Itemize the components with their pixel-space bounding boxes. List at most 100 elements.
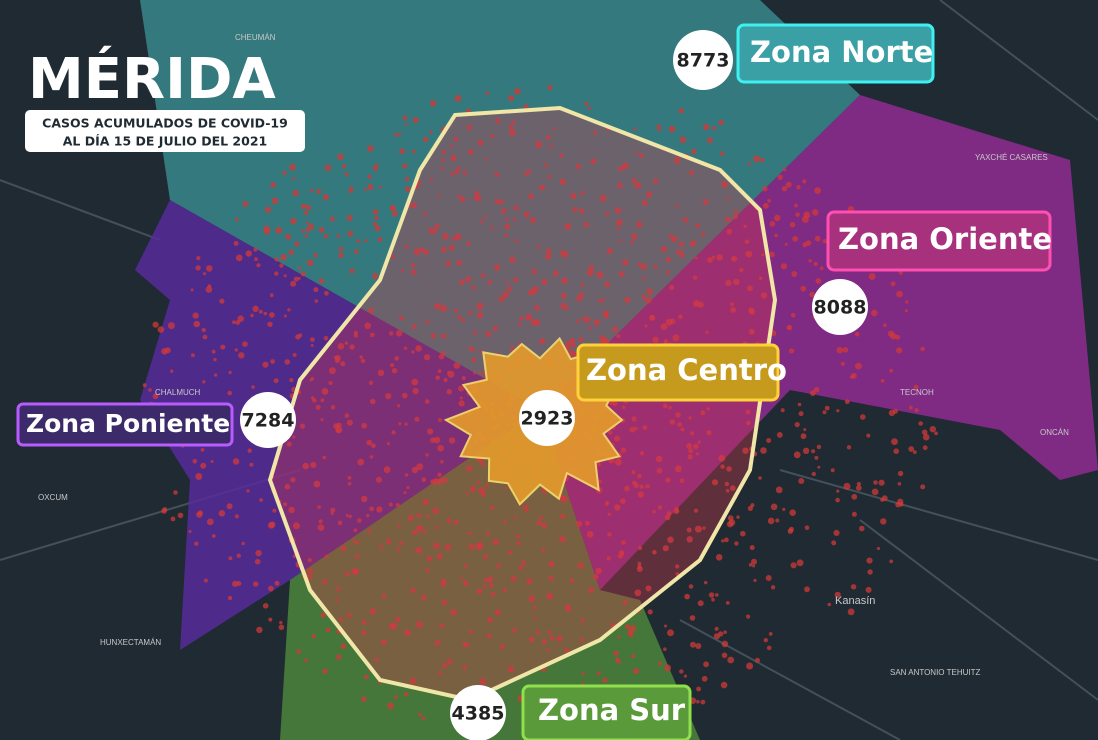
- zone-label-box: [16, 402, 234, 447]
- case-dot: [608, 430, 613, 435]
- case-dot: [893, 448, 899, 455]
- case-dot: [499, 644, 505, 650]
- case-dot: [571, 341, 577, 348]
- case-dot: [689, 240, 696, 247]
- case-dot: [344, 172, 349, 177]
- case-dot: [192, 459, 198, 464]
- case-dot: [370, 332, 375, 338]
- case-dot: [855, 362, 862, 370]
- case-dot: [889, 368, 894, 373]
- case-dot: [646, 288, 654, 296]
- case-dot: [588, 326, 592, 330]
- case-dot: [705, 330, 709, 334]
- case-dot: [445, 260, 452, 267]
- case-dot: [912, 450, 917, 454]
- case-dot: [791, 271, 798, 277]
- case-dot: [713, 633, 721, 640]
- case-dot: [335, 654, 342, 660]
- case-dot: [802, 179, 807, 184]
- case-dot: [236, 553, 241, 558]
- case-dot: [293, 522, 300, 530]
- case-dot: [672, 334, 680, 342]
- case-dot: [285, 233, 292, 240]
- case-dot: [376, 506, 383, 513]
- case-dot: [421, 716, 426, 720]
- title: MÉRIDA: [28, 46, 276, 112]
- case-dot: [631, 470, 636, 475]
- case-dot: [611, 326, 618, 333]
- case-dot: [439, 623, 445, 628]
- case-dot: [202, 380, 206, 384]
- case-dot: [249, 462, 254, 467]
- case-dot: [686, 527, 692, 533]
- case-dot: [483, 554, 489, 560]
- case-dot: [734, 209, 739, 214]
- case-dot: [586, 531, 594, 538]
- case-dot: [795, 212, 800, 217]
- case-dot: [657, 661, 662, 666]
- case-dot: [510, 120, 516, 125]
- case-dot: [883, 323, 887, 328]
- case-dot: [322, 668, 328, 675]
- case-dot: [429, 177, 433, 181]
- case-dot: [536, 244, 541, 248]
- case-dot: [760, 292, 768, 299]
- case-dot: [614, 504, 621, 511]
- case-dot: [424, 399, 430, 404]
- case-dot: [463, 580, 469, 587]
- case-dot: [598, 298, 603, 303]
- case-dot: [723, 630, 727, 634]
- case-dot: [854, 331, 860, 337]
- case-dot: [607, 532, 612, 537]
- case-dot: [695, 643, 702, 649]
- case-dot: [920, 484, 926, 490]
- case-dot: [476, 588, 483, 595]
- case-dot: [621, 540, 626, 545]
- case-dot: [269, 312, 275, 318]
- case-dot: [460, 576, 463, 580]
- case-dot: [490, 225, 494, 230]
- case-dot: [398, 422, 402, 426]
- case-dot: [404, 473, 409, 477]
- case-dot: [431, 333, 437, 339]
- case-dot: [432, 507, 440, 515]
- case-dot: [374, 225, 381, 232]
- case-dot: [471, 357, 477, 363]
- case-dot: [505, 280, 509, 285]
- case-dot: [586, 269, 594, 276]
- case-dot: [321, 388, 329, 395]
- case-dot: [790, 312, 796, 318]
- case-dot: [612, 400, 618, 407]
- case-dot: [372, 165, 379, 172]
- case-dot: [444, 543, 452, 551]
- zone-sur-area: [280, 410, 700, 740]
- case-dot: [152, 393, 159, 400]
- case-dot: [279, 263, 284, 268]
- case-dot: [523, 211, 530, 218]
- case-dot: [410, 263, 416, 268]
- case-dot: [596, 671, 601, 676]
- case-dot: [483, 215, 487, 219]
- case-dot: [706, 430, 712, 436]
- case-dot: [691, 148, 697, 155]
- case-dot: [302, 462, 310, 470]
- case-dot: [703, 661, 709, 668]
- case-dot: [292, 189, 300, 197]
- case-dot: [425, 515, 430, 519]
- case-dot: [142, 383, 147, 388]
- case-dot: [663, 339, 669, 344]
- case-dot: [891, 438, 898, 445]
- case-dot: [665, 257, 671, 263]
- case-dot: [793, 451, 801, 459]
- case-dot: [414, 416, 420, 422]
- case-dot: [711, 479, 719, 486]
- case-dot: [637, 262, 642, 267]
- case-dot: [914, 408, 919, 413]
- case-dot: [371, 443, 376, 449]
- case-dot: [749, 545, 755, 551]
- case-dot: [804, 586, 810, 593]
- case-dot: [213, 357, 217, 362]
- case-dot: [177, 512, 184, 519]
- case-dot: [411, 466, 419, 474]
- case-dot: [437, 444, 444, 452]
